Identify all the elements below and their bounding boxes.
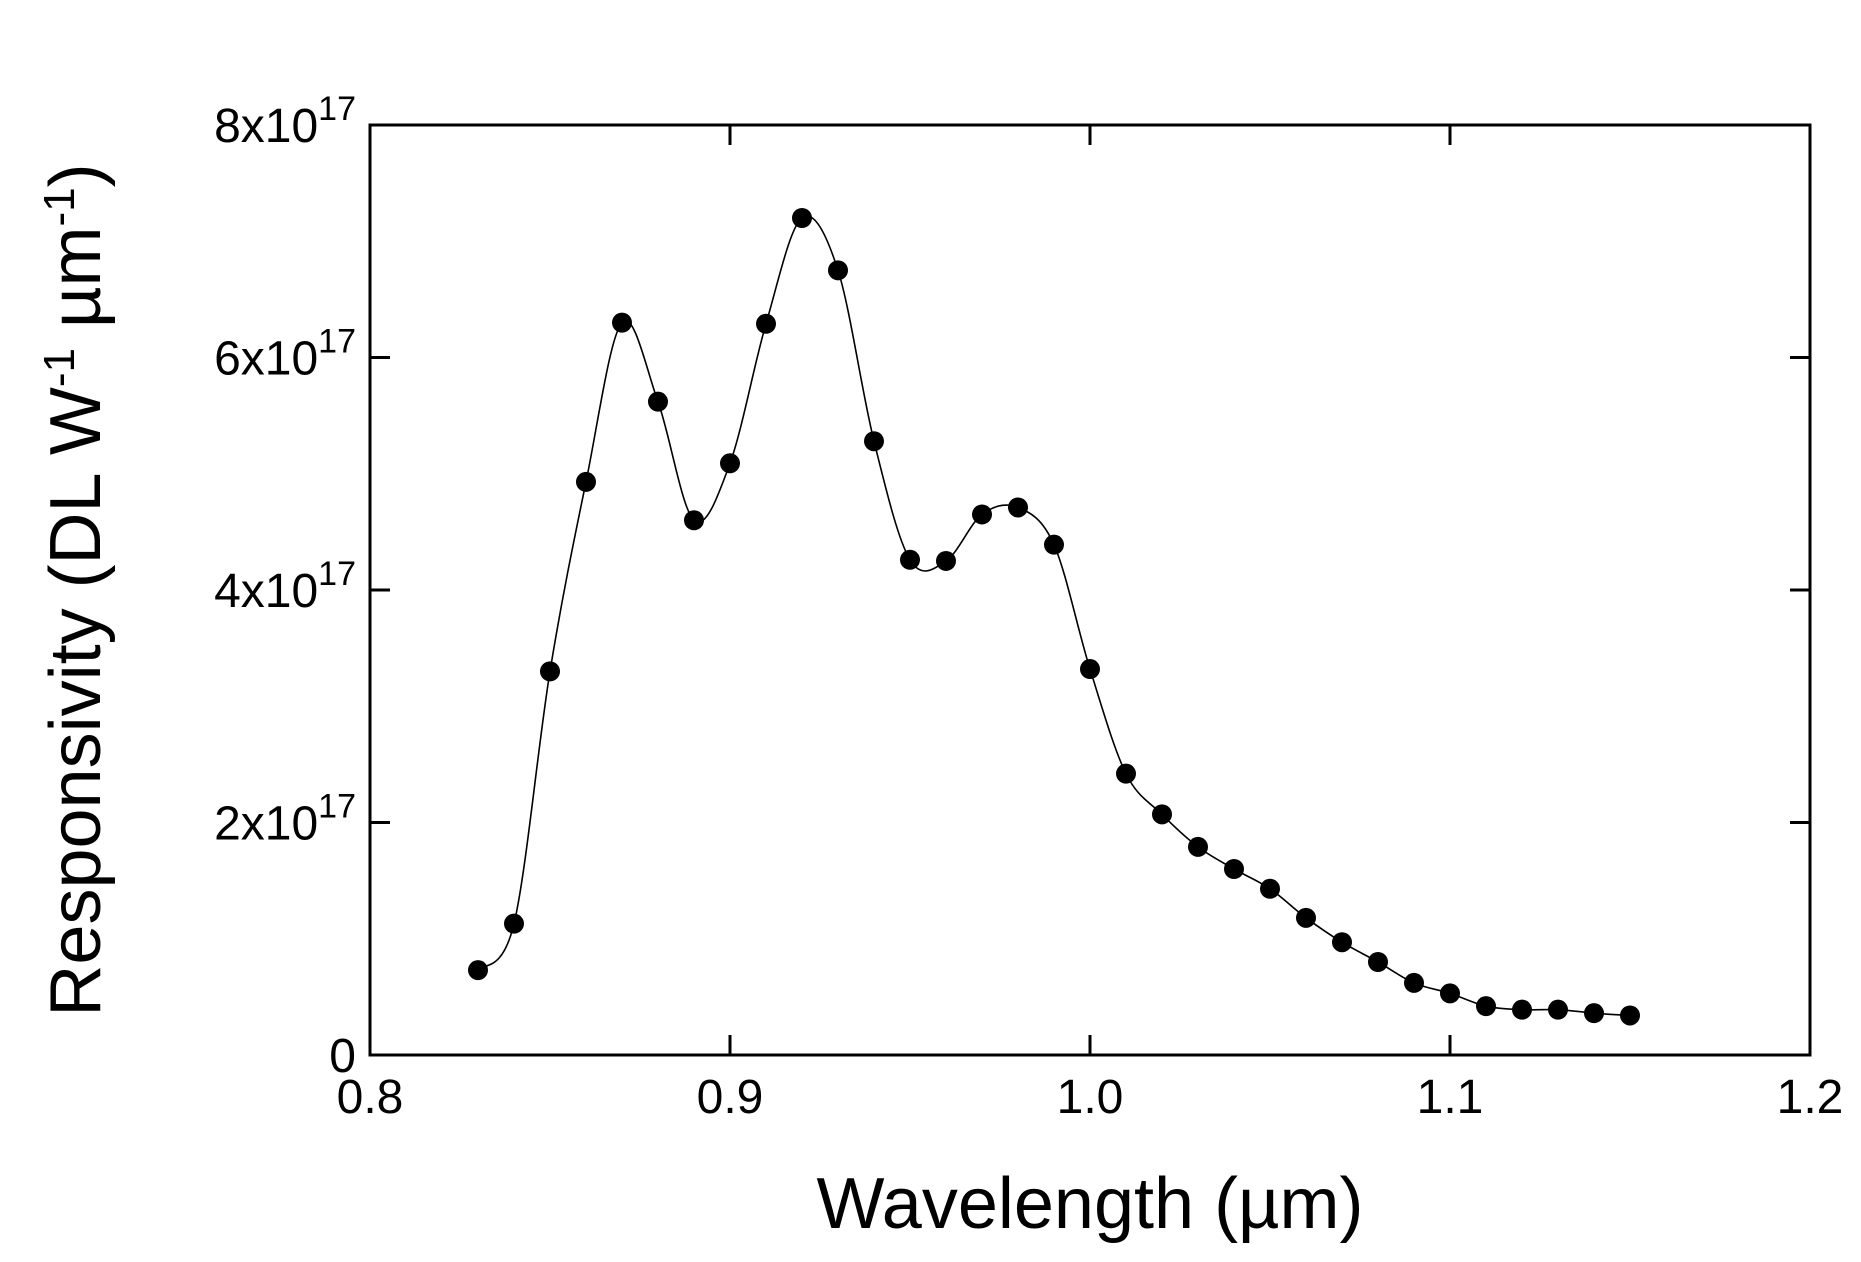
data-point xyxy=(720,453,740,474)
data-point xyxy=(972,504,992,525)
y-tick-label-exponent: 17 xyxy=(318,788,356,826)
y-tick-label-base: 4x10 xyxy=(214,565,318,618)
data-point xyxy=(504,913,524,934)
y-tick-label-base: 6x10 xyxy=(214,333,318,386)
y-axis-label-part1: Responsivity (DL W xyxy=(36,387,116,1017)
data-point xyxy=(792,208,812,228)
data-point xyxy=(756,313,776,334)
data-point xyxy=(612,312,632,333)
y-axis-label-part3: ) xyxy=(36,163,116,187)
data-point xyxy=(1620,1005,1640,1026)
data-point xyxy=(1440,983,1460,1004)
y-tick-label-exponent: 17 xyxy=(318,555,356,593)
data-point xyxy=(1008,497,1028,518)
data-point xyxy=(576,471,596,492)
data-point xyxy=(1224,859,1244,879)
data-point xyxy=(1368,952,1388,972)
x-axis-label: Wavelength (µm) xyxy=(817,1164,1364,1244)
data-point xyxy=(1404,972,1424,993)
x-tick-label: 1.0 xyxy=(1057,1071,1124,1124)
data-point xyxy=(684,510,704,531)
y-tick-label-exponent: 17 xyxy=(318,323,356,361)
y-tick-label-base: 0 xyxy=(329,1030,356,1083)
data-point xyxy=(1188,836,1208,857)
y-tick-label: 2x1017 xyxy=(214,788,356,851)
data-point xyxy=(1116,763,1136,784)
y-tick-label: 6x1017 xyxy=(214,323,356,386)
axis-ticks xyxy=(368,123,1812,1057)
y-tick-label-exponent: 17 xyxy=(318,90,356,128)
x-tick-label: 1.1 xyxy=(1417,1071,1484,1124)
data-point xyxy=(1476,996,1496,1017)
data-point xyxy=(1044,534,1064,555)
data-point xyxy=(468,960,488,981)
x-tick-label: 0.8 xyxy=(337,1071,404,1124)
data-point xyxy=(1260,878,1280,899)
data-point xyxy=(936,550,956,571)
y-tick-label: 4x1017 xyxy=(214,555,356,618)
data-point xyxy=(828,260,848,281)
data-point xyxy=(1548,999,1568,1020)
y-tick-label: 0 xyxy=(329,1030,356,1083)
y-axis-label-sup1: -1 xyxy=(35,348,84,387)
y-axis-label-part2: µm xyxy=(36,227,116,348)
data-point xyxy=(540,661,560,682)
data-point xyxy=(900,549,920,570)
data-point xyxy=(1296,907,1316,928)
data-point xyxy=(864,431,884,452)
x-tick-label: 1.2 xyxy=(1777,1071,1844,1124)
series-line xyxy=(477,215,1631,1017)
y-axis-label: Responsivity (DL W-1 µm-1) xyxy=(35,163,116,1016)
y-tick-label-base: 8x10 xyxy=(214,100,318,153)
y-tick-label-base: 2x10 xyxy=(214,798,318,851)
plot-frame xyxy=(368,123,1812,1057)
x-tick-label: 0.9 xyxy=(697,1071,764,1124)
data-point xyxy=(1152,804,1172,825)
data-point xyxy=(1512,999,1532,1020)
data-point xyxy=(1584,1003,1604,1024)
data-point xyxy=(1332,932,1352,953)
y-axis-label-sup2: -1 xyxy=(35,187,84,226)
data-point xyxy=(648,391,668,412)
data-point xyxy=(1080,659,1100,680)
y-tick-label: 8x1017 xyxy=(214,90,356,153)
series-layer xyxy=(468,208,1640,1026)
